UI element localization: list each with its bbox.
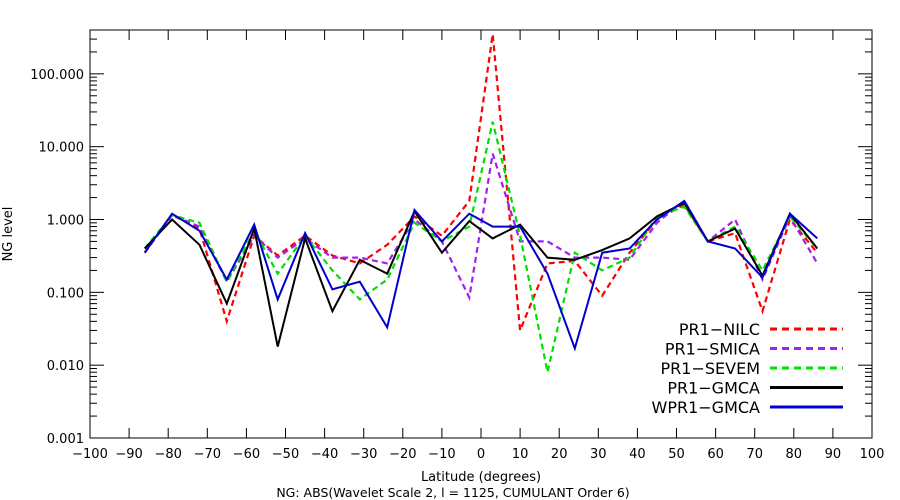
x-tick-label: −10: [428, 447, 455, 462]
x-axis-ticks: −100 −90 −80 −70 −60 −50 −40 −30 −20 −10 0 10 20 30 40…: [72, 30, 884, 462]
x-tick-label: 20: [551, 447, 568, 462]
legend-label: PR1−NILC: [679, 320, 760, 339]
legend-label: PR1−SMICA: [665, 340, 760, 359]
y-axis-label: NG level: [1, 207, 16, 262]
chart-caption: NG: ABS(Wavelet Scale 2, l = 1125, CUMUL…: [276, 485, 629, 500]
x-tick-label: 70: [746, 447, 763, 462]
legend-label: PR1−GMCA: [667, 379, 760, 398]
x-tick-label: −20: [389, 447, 416, 462]
y-tick-label: 0.100: [47, 286, 84, 301]
legend-label: WPR1−GMCA: [652, 398, 761, 417]
x-tick-label: −30: [350, 447, 377, 462]
x-tick-label: 60: [707, 447, 724, 462]
x-tick-label: 40: [629, 447, 646, 462]
x-tick-label: −70: [194, 447, 221, 462]
x-tick-label: 30: [590, 447, 607, 462]
y-tick-label: 10.000: [39, 141, 85, 156]
y-tick-label: 0.001: [47, 432, 84, 447]
x-tick-label: 10: [512, 447, 529, 462]
x-tick-label: 80: [786, 447, 803, 462]
legend-label: PR1−SEVEM: [661, 359, 760, 378]
x-tick-label: 100: [860, 447, 885, 462]
x-tick-label: −100: [72, 447, 108, 462]
x-tick-label: 50: [668, 447, 685, 462]
x-tick-label: −80: [154, 447, 181, 462]
series-lines: [143, 34, 819, 373]
y-tick-label: 100.000: [30, 68, 84, 83]
x-tick-label: 0: [477, 447, 485, 462]
series-line-pr1-smica: [143, 153, 819, 302]
x-tick-label: −40: [311, 447, 338, 462]
x-axis-label: Latitude (degrees): [421, 470, 541, 485]
y-tick-label: 1.000: [47, 214, 84, 229]
series-line-wpr1-gmca: [143, 199, 818, 352]
y-tick-label: 0.010: [47, 359, 84, 374]
series-line-pr1-nilc: [143, 34, 819, 331]
legend: PR1−NILCPR1−SMICAPR1−SEVEMPR1−GMCAWPR1−G…: [652, 320, 843, 417]
x-tick-label: −90: [115, 447, 142, 462]
x-tick-label: −60: [233, 447, 260, 462]
x-tick-label: −50: [272, 447, 299, 462]
x-tick-label: 90: [825, 447, 842, 462]
y-axis-ticks: 0.001 0.010 0.100 1.000 10.000 100.000: [30, 29, 872, 447]
